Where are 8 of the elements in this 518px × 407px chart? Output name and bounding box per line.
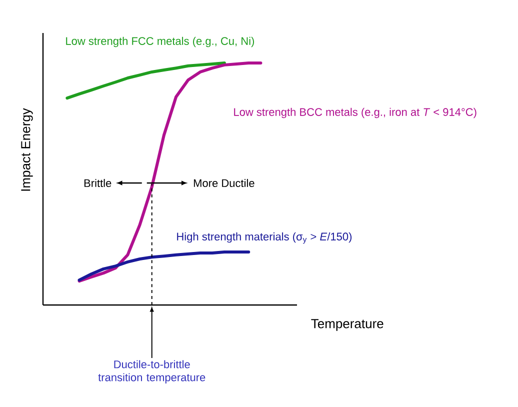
x-axis-title: Temperature <box>311 319 384 331</box>
series-label: High strength materials (σ$_{y}$ > E/150) <box>177 232 352 244</box>
y-axis-title: Impact Energy <box>21 108 33 191</box>
annotation: More Ductile <box>194 178 254 188</box>
text: Low strength FCC metals (e.g., Cu, Ni) <box>66 36 254 48</box>
text: Low strength BCC metals (e.g., iron at T < 914°C) <box>234 108 476 118</box>
annotation: Brittle <box>84 178 112 188</box>
text: Ductile-to-brittle transition temperature <box>98 360 206 384</box>
